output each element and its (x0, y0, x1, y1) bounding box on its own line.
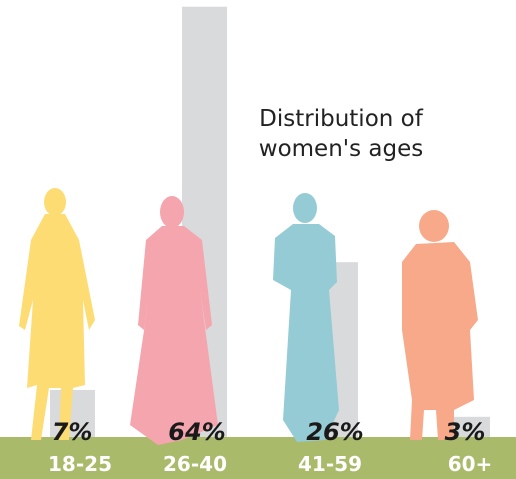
category-label: 26-40 (163, 452, 227, 476)
ground (0, 437, 516, 479)
category-label: 60+ (448, 452, 493, 476)
value-label: 7% (52, 418, 93, 446)
woman-young (19, 188, 95, 440)
woman-senior (402, 210, 478, 440)
woman-adult (130, 196, 218, 445)
bar (445, 416, 490, 437)
bars (50, 6, 490, 437)
category-label: 41-59 (298, 452, 362, 476)
silhouettes (19, 188, 478, 445)
category-label: 18-25 (48, 452, 112, 476)
chart-title: Distribution of women's ages (258, 106, 424, 162)
woman-middle (273, 193, 339, 442)
bar (50, 389, 95, 437)
value-label: 3% (445, 418, 486, 446)
value-label: 26% (306, 418, 363, 446)
value-label: 64% (168, 418, 225, 446)
